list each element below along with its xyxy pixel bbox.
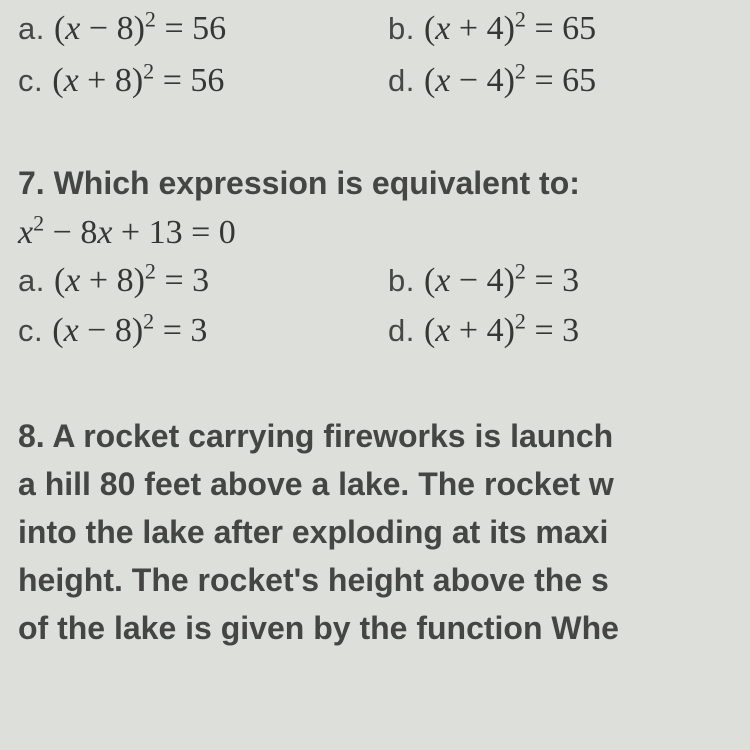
option-label: a.	[18, 11, 54, 46]
math-expression: (x + 4)2 = 3	[424, 312, 579, 349]
option-label: a.	[18, 263, 54, 298]
option-label: b.	[388, 263, 424, 298]
q8-line: 8. A rocket carrying fireworks is launch	[18, 412, 750, 460]
q7-option-b: b. (x − 4)2 = 3	[388, 262, 748, 300]
option-label: b.	[388, 11, 424, 46]
math-expression: (x + 4)2 = 65	[424, 10, 596, 47]
q6-option-b: b. (x + 4)2 = 65	[388, 10, 748, 48]
option-label: c.	[18, 63, 52, 98]
math-expression: (x − 4)2 = 3	[424, 262, 579, 299]
math-expression: (x + 8)2 = 56	[52, 62, 224, 99]
q8-stem-block: 8. A rocket carrying fireworks is launch…	[18, 412, 750, 652]
option-label: d.	[388, 63, 424, 98]
q6-option-d: d. (x − 4)2 = 65	[388, 62, 748, 100]
q7-stem: 7. Which expression is equivalent to:	[18, 165, 750, 202]
q6-options-row-cd: c. (x + 8)2 = 56 d. (x − 4)2 = 65	[18, 62, 750, 100]
math-expression: (x − 4)2 = 65	[424, 62, 596, 99]
q7-option-a: a. (x + 8)2 = 3	[18, 262, 388, 300]
option-label: d.	[388, 313, 424, 348]
math-expression: (x + 8)2 = 3	[54, 262, 209, 299]
q6-options-row-ab: a. (x − 8)2 = 56 b. (x + 4)2 = 65	[18, 10, 750, 48]
q7-equation: x2 − 8x + 13 = 0	[18, 214, 750, 252]
q8-line: height. The rocket's height above the s	[18, 556, 750, 604]
q8-line: into the lake after exploding at its max…	[18, 508, 750, 556]
q7-option-c: c. (x − 8)2 = 3	[18, 312, 388, 350]
q8-line: of the lake is given by the function Whe	[18, 604, 750, 652]
math-expression: (x − 8)2 = 56	[54, 10, 226, 47]
q8-line: a hill 80 feet above a lake. The rocket …	[18, 460, 750, 508]
q7-option-d: d. (x + 4)2 = 3	[388, 312, 748, 350]
option-label: c.	[18, 313, 52, 348]
q6-option-c: c. (x + 8)2 = 56	[18, 62, 388, 100]
math-expression: (x − 8)2 = 3	[52, 312, 207, 349]
math-expression: x2 − 8x + 13 = 0	[18, 214, 236, 251]
q6-option-a: a. (x − 8)2 = 56	[18, 10, 388, 48]
q7-options-row-cd: c. (x − 8)2 = 3 d. (x + 4)2 = 3	[18, 312, 750, 350]
q7-options-row-ab: a. (x + 8)2 = 3 b. (x − 4)2 = 3	[18, 262, 750, 300]
